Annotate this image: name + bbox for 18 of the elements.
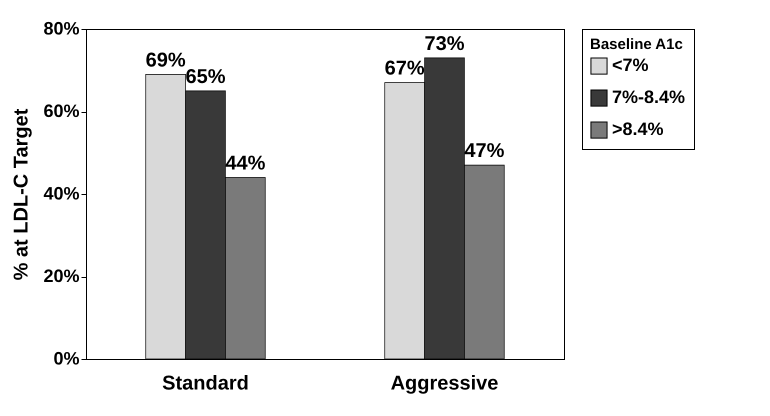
legend-title: Baseline A1c: [590, 36, 683, 53]
y-tick-label: 0%: [53, 348, 80, 368]
data-label: 47%: [464, 140, 505, 162]
data-label: 44%: [225, 152, 266, 174]
legend-label: >8.4%: [612, 119, 664, 139]
y-tick-label: 40%: [43, 184, 80, 204]
data-label: 65%: [185, 66, 226, 88]
data-label: 67%: [384, 58, 425, 80]
y-tick-label: 20%: [43, 266, 80, 286]
y-tick-label: 60%: [43, 101, 80, 121]
data-label: 73%: [424, 32, 465, 55]
x-tick-label: Aggressive: [390, 372, 498, 394]
y-tick-label: 80%: [43, 18, 80, 38]
x-tick-label: Standard: [162, 372, 249, 394]
legend-label: 7%-8.4%: [612, 87, 686, 107]
legend-label: <7%: [612, 55, 649, 75]
data-label: 69%: [146, 49, 186, 72]
y-axis-title: % at LDL-C Target: [10, 108, 32, 280]
